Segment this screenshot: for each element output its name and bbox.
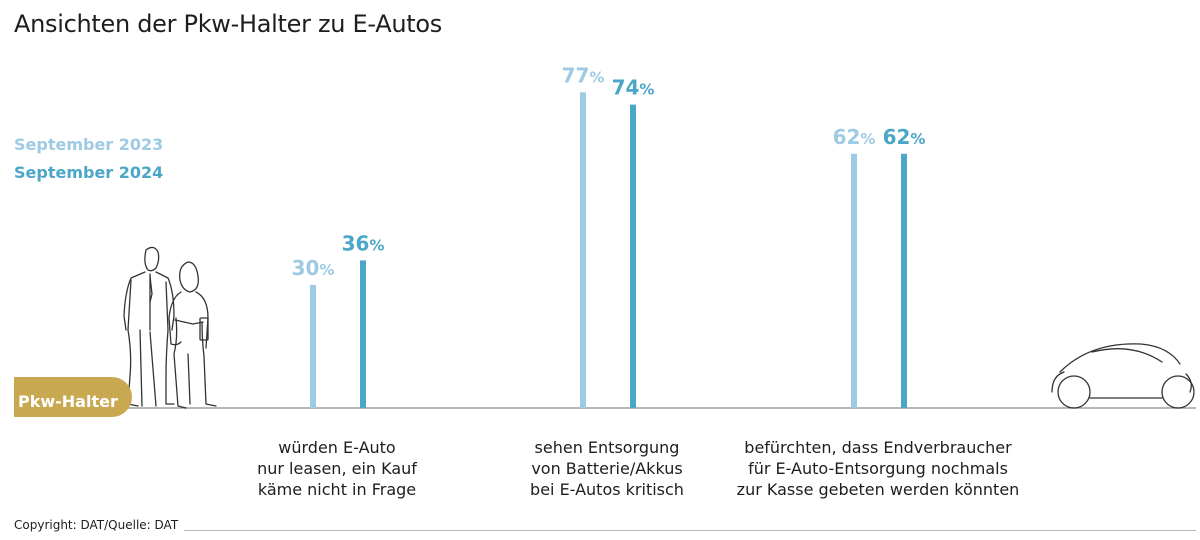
data-label-2023-cat-2: 62% xyxy=(833,125,876,149)
bar-2023-cat-1 xyxy=(580,92,586,409)
chart-title: Ansichten der Pkw-Halter zu E-Autos xyxy=(14,10,442,38)
bar-2024-cat-1 xyxy=(630,104,636,408)
bar-2024-cat-0 xyxy=(360,260,366,408)
data-label-2023-cat-1: 77% xyxy=(562,63,605,87)
data-label-2024-cat-0: 36% xyxy=(342,231,385,255)
category-label-leasing: würden E-Auto nur leasen, ein Kauf käme … xyxy=(257,438,417,499)
data-label-2024-cat-2: 62% xyxy=(883,125,926,149)
copyright-text: Copyright: DAT/Quelle: DAT xyxy=(14,518,179,532)
footer-divider xyxy=(184,530,1196,531)
data-label-2024-cat-1: 74% xyxy=(612,76,655,100)
bars-group: 30% 77% 62% 36% 74% 62% xyxy=(292,63,926,409)
car-icon xyxy=(1051,343,1195,409)
two-people-icon xyxy=(123,246,217,409)
category-label-disposal-cost: befürchten, dass Endverbraucher für E-Au… xyxy=(736,438,1020,499)
data-label-2023-cat-0: 30% xyxy=(292,256,335,280)
bar-2023-cat-0 xyxy=(310,285,316,408)
category-label-battery-disposal: sehen Entsorgung von Batterie/Akkus bei … xyxy=(530,438,684,499)
pkw-halter-badge xyxy=(14,377,132,417)
bar-2023-cat-2 xyxy=(851,153,857,408)
legend-entry-2024: September 2024 xyxy=(14,163,164,182)
pkw-halter-label: Pkw-Halter xyxy=(18,392,118,411)
legend-entry-2023: September 2023 xyxy=(14,135,164,154)
bar-2024-cat-2 xyxy=(901,153,907,408)
